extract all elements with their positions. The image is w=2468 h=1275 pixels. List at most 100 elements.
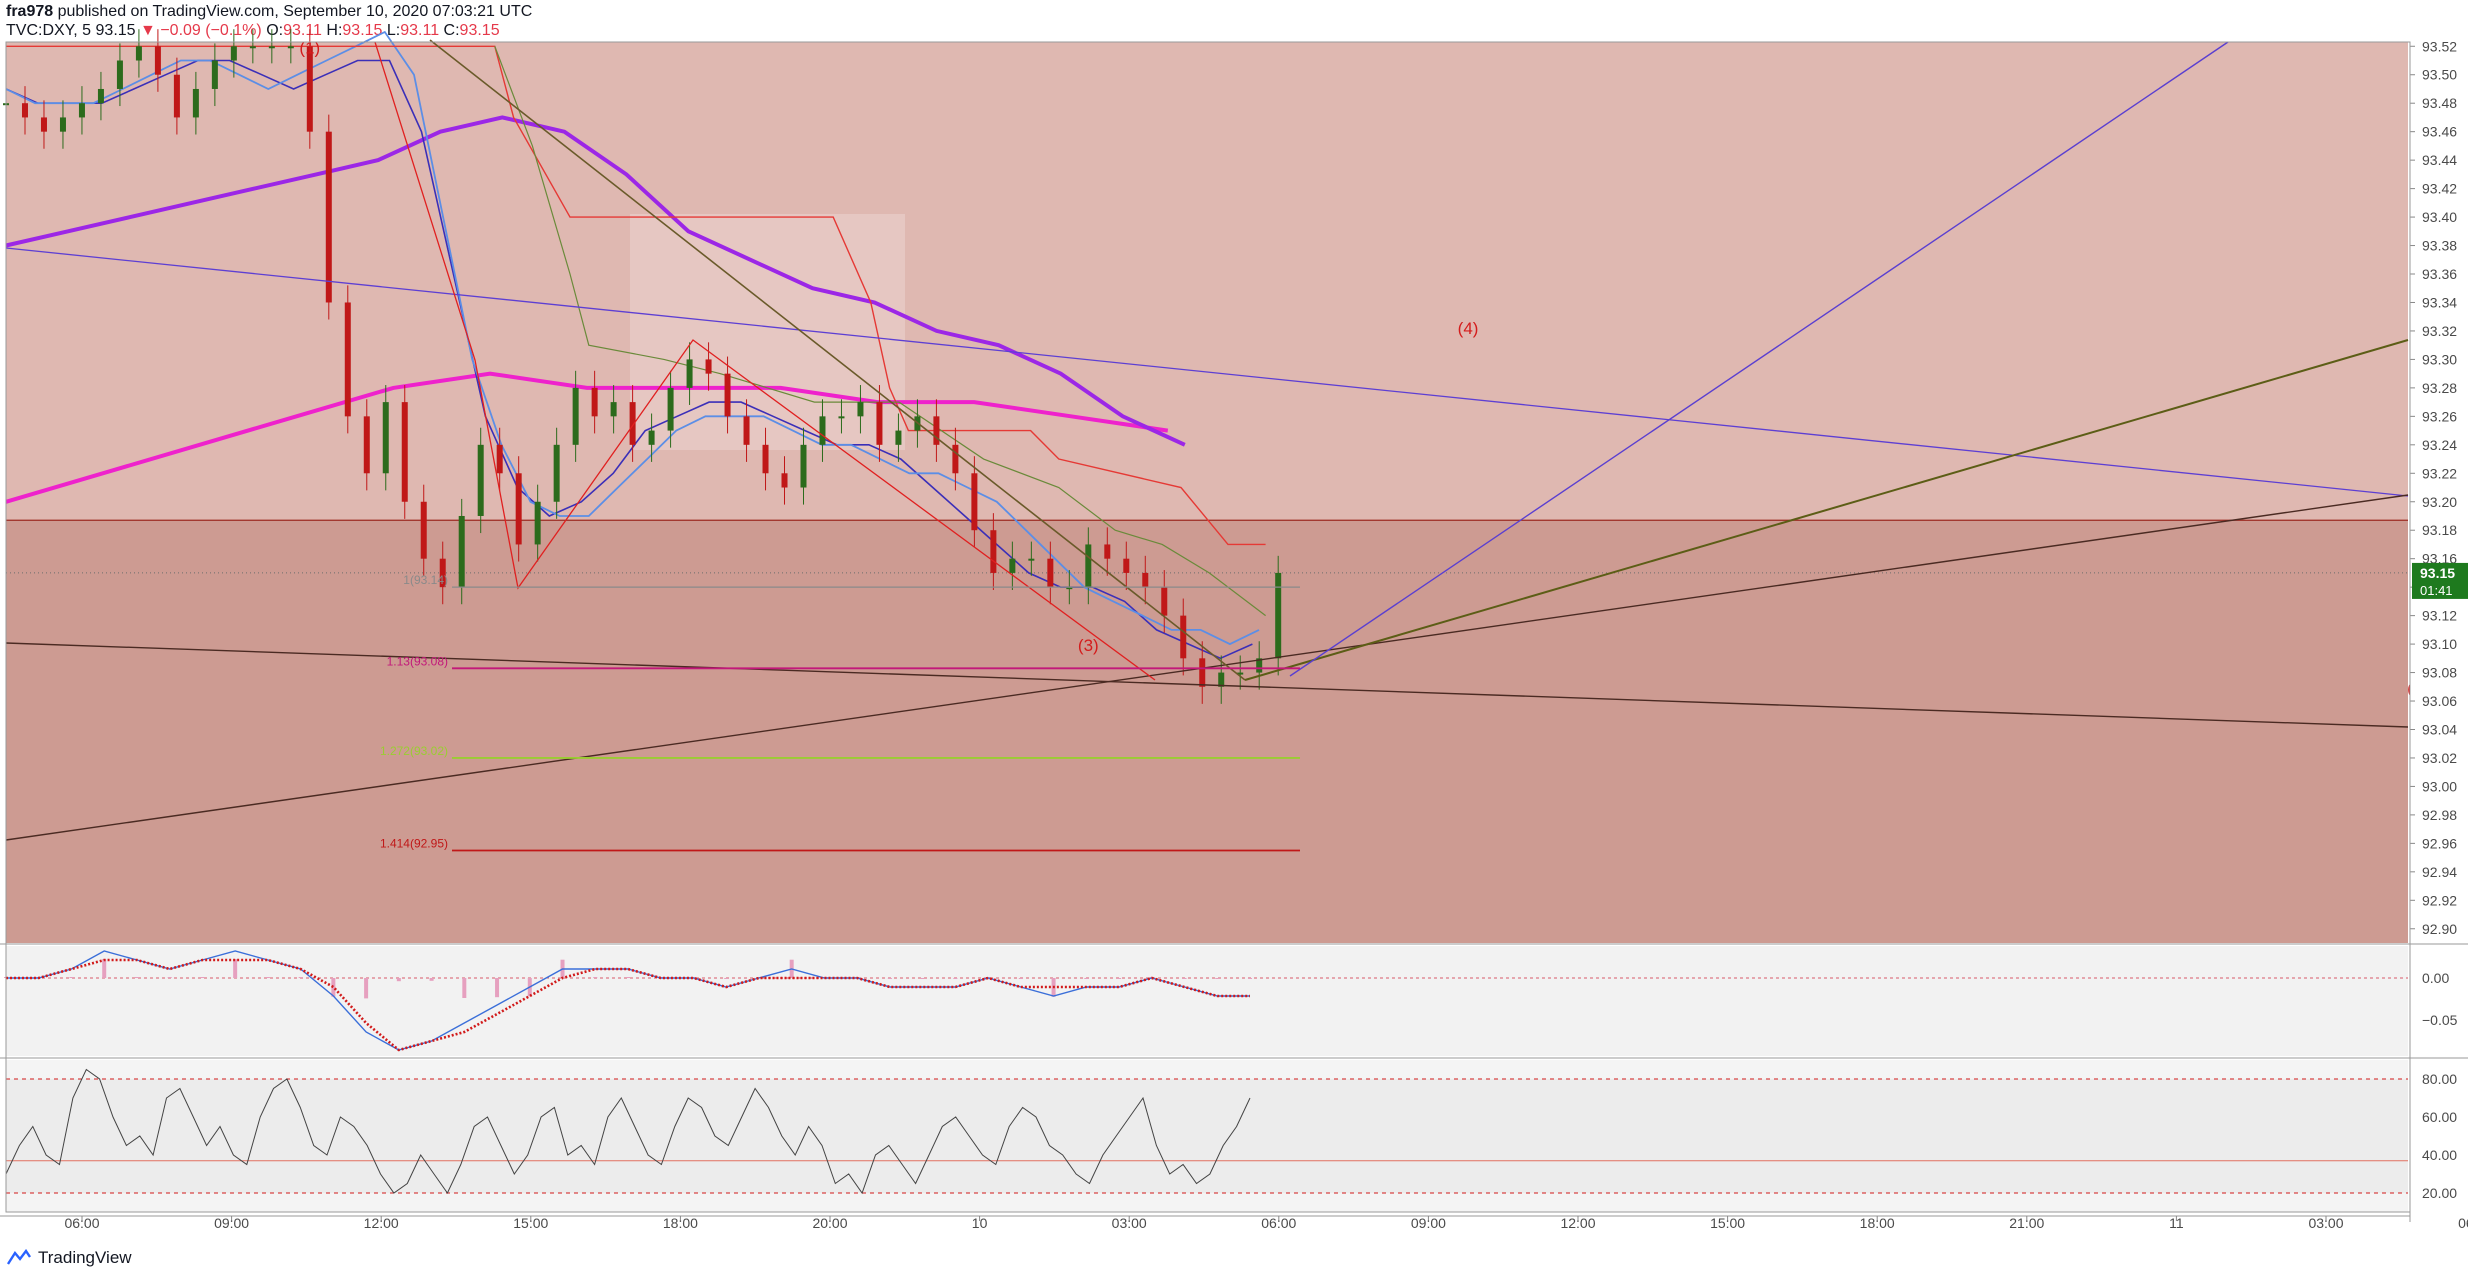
chart-header: fra978 published on TradingView.com, Sep… (0, 0, 2468, 44)
price-tick-label: 93.26 (2422, 408, 2457, 424)
candle-body (1180, 615, 1187, 659)
high-value: 93.15 (342, 22, 383, 39)
symbol-label[interactable]: TVC:DXY, 5 (6, 22, 92, 39)
time-tick-label: 10 (972, 1215, 988, 1231)
candle-body (686, 359, 693, 388)
time-tick-label: 03:00 (2308, 1215, 2343, 1231)
price-tick-label: 93.28 (2422, 380, 2457, 396)
candle-body (344, 302, 351, 417)
price-tick-label: 93.12 (2422, 608, 2457, 624)
candle-body (781, 473, 788, 488)
time-tick-label: 12:00 (1560, 1215, 1595, 1231)
time-tick-label: 09:00 (1411, 1215, 1446, 1231)
rsi-line (5, 1068, 1251, 1195)
candle-body (971, 473, 978, 531)
candle-body (667, 387, 674, 431)
trendline-olive-up (1244, 339, 2409, 681)
time-tick-label: 15:00 (1710, 1215, 1745, 1231)
time-axis[interactable]: 06:00 09:00 12:00 15:00 18:00 20:00 10 03:00 06:… (0, 1215, 2468, 1231)
candle-body (287, 46, 294, 49)
rsi-tick-label: 40.00 (2422, 1147, 2457, 1163)
macd-tick-label: −0.05 (2422, 1012, 2458, 1028)
price-tick-label: 93.44 (2422, 152, 2457, 168)
author-name[interactable]: fra978 (6, 3, 54, 20)
last-price-badge (2412, 562, 2468, 599)
candle-body (477, 444, 484, 516)
candle-body (1275, 572, 1282, 659)
macd-histogram-bar (887, 978, 892, 979)
candle-body (1047, 558, 1054, 588)
rsi-tick-label: 20.00 (2422, 1185, 2457, 1201)
time-tick-label: 21:00 (2009, 1215, 2044, 1231)
candle-body (895, 430, 902, 445)
time-tick-label: 20:00 (812, 1215, 847, 1231)
time-tick-label: 06:00 (1261, 1215, 1296, 1231)
macd-histogram-bar (724, 978, 729, 979)
macd-histogram-bar (298, 977, 303, 978)
candle-body (1028, 558, 1035, 561)
macd-histogram-bar (364, 978, 369, 999)
price-axis[interactable]: 93.52 93.50 93.48 93.46 93.44 93.42 93.40 93.38… (2409, 38, 2468, 1222)
candle-body (401, 402, 408, 502)
symbol-line: TVC:DXY, 5 93.15 ▼ −0.09 (−0.1%) O:93.11… (6, 22, 500, 40)
price-tick-label: 92.96 (2422, 835, 2457, 851)
price-tick-label: 93.34 (2422, 294, 2457, 310)
candle-body (154, 46, 161, 75)
price-tick-label: 93.42 (2422, 181, 2457, 197)
macd-histogram-bar (69, 977, 74, 978)
macd-histogram-bar (462, 978, 467, 998)
close-label: C: (443, 22, 460, 39)
rsi-pane (5, 1060, 2408, 1212)
price-tick-label: 92.90 (2422, 921, 2457, 937)
publish-line: fra978 published on TradingView.com, Sep… (6, 3, 532, 21)
time-tick-label: 06:00 (64, 1215, 99, 1231)
candle-body (211, 60, 218, 89)
ma-long-line (5, 371, 1169, 504)
resistance-zone-lower (6, 520, 2408, 943)
candle-body (591, 387, 598, 417)
price-change: −0.09 (−0.1%) (160, 22, 262, 39)
fib-level-label: 1.414(92.95) (380, 836, 448, 850)
chart-frame (5, 41, 2411, 1213)
candle-body (325, 131, 332, 303)
candle-body (59, 117, 66, 132)
candle-body (116, 60, 123, 89)
footer-brand[interactable]: TradingView (38, 1248, 132, 1267)
candle-body (268, 46, 275, 49)
macd-histogram-bar (167, 977, 172, 978)
wave-label-3: (3) (1078, 636, 1099, 655)
price-tick-label: 93.40 (2422, 209, 2457, 225)
macd-histogram-bar (265, 977, 270, 978)
candle-body (40, 117, 47, 132)
rsi-tick-label: 80.00 (2422, 1071, 2457, 1087)
macd-histogram-bar (1018, 978, 1023, 979)
price-tick-label: 93.30 (2422, 351, 2457, 367)
candle-body (97, 88, 104, 104)
candle-body (439, 558, 446, 588)
macd-histogram-bar (429, 978, 434, 981)
rsi-band-fill (6, 1079, 2408, 1193)
price-tick-label: 93.46 (2422, 124, 2457, 140)
price-tick-label: 93.06 (2422, 693, 2457, 709)
footer: TradingView (6, 1247, 132, 1269)
high-label: H: (326, 22, 343, 39)
candle-body (990, 530, 997, 573)
rsi-tick-label: 60.00 (2422, 1109, 2457, 1125)
candle-body (230, 46, 237, 61)
candle-body (743, 416, 750, 445)
price-tick-label: 92.94 (2422, 864, 2457, 880)
candle-body (1256, 658, 1263, 673)
price-tick-label: 93.32 (2422, 323, 2457, 339)
macd-line (6, 950, 1250, 1051)
macd-background (6, 946, 2408, 1056)
time-tick-label: 18:00 (663, 1215, 698, 1231)
time-tick-label: 18:00 (1860, 1215, 1895, 1231)
ema-medium-line (5, 59, 1253, 660)
countdown-label: 01:41 (2420, 583, 2453, 598)
macd-histogram-bar (1215, 978, 1220, 979)
candle-body (838, 416, 845, 419)
candle-body (534, 501, 541, 545)
last-price-badge-label: 93.15 (2420, 565, 2455, 581)
candle-body (553, 444, 560, 502)
